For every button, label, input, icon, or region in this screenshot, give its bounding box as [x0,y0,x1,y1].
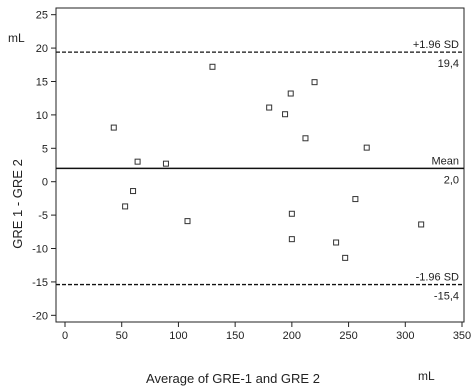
y-axis-label: GRE 1 - GRE 2 [10,159,25,249]
data-point [287,90,294,97]
data-point [134,158,141,165]
x-axis-label: Average of GRE-1 and GRE 2 [146,371,320,386]
y-tick-label: 0 [42,177,48,189]
x-tick-label: 50 [116,330,128,342]
data-point [266,104,273,111]
y-tick-label: -10 [32,244,48,256]
y-tick-label: -15 [32,277,48,289]
x-tick-label: 100 [169,330,187,342]
x-tick-label: 350 [453,330,471,342]
data-point [122,203,129,210]
x-axis-ticks: 0 50 100 150 200 250 300 350 [62,322,471,342]
x-tick-label: 300 [396,330,414,342]
data-point [288,236,295,243]
x-tick-label: 0 [62,330,68,342]
y-tick-label: 25 [36,10,48,22]
data-point [130,188,137,195]
y-tick-label: -5 [38,210,48,222]
y-tick-label: 20 [36,43,48,55]
data-point [352,196,359,203]
data-point [282,111,289,118]
reference-line-label: +1.96 SD [413,39,459,51]
data-point [184,218,191,225]
data-point [110,124,117,131]
y-axis-unit: mL [8,31,25,45]
data-point [333,239,340,246]
data-point [162,160,169,167]
data-point [311,79,318,86]
plot-frame [55,7,465,323]
x-tick-label: 150 [226,330,244,342]
data-point [302,135,309,142]
y-tick-label: 10 [36,110,48,122]
x-tick-label: 200 [283,330,301,342]
data-point [418,221,425,228]
reference-line-value: -15,4 [434,291,459,303]
reference-line-label: -1.96 SD [416,272,459,284]
y-axis-ticks: -20 -15 -10 -5 0 5 10 15 20 25 [32,10,56,322]
y-tick-label: 5 [42,143,48,155]
x-tick-label: 250 [339,330,357,342]
data-point [342,254,349,261]
reference-lines: +1.96 SD 19,4 Mean 2,0 -1.96 SD -15,4 [56,39,464,303]
data-point [363,144,370,151]
x-axis-unit: mL [418,369,435,383]
y-tick-label: -20 [32,310,48,322]
y-tick-label: 15 [36,76,48,88]
data-point [209,63,216,70]
reference-line-value: 2,0 [444,174,459,186]
data-point [288,210,295,217]
data-points [110,63,425,261]
reference-line-value: 19,4 [438,58,459,70]
reference-line-label: Mean [431,155,459,167]
